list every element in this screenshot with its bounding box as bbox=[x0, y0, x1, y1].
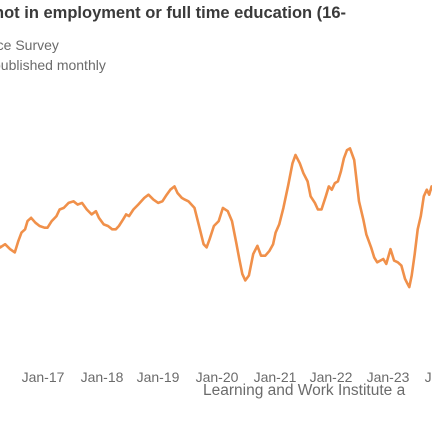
chart-source-note: Learning and Work Institute a bbox=[203, 382, 406, 399]
x-axis-tick-labels: 6Jan-17Jan-18Jan-19Jan-20Jan-21Jan-22Jan… bbox=[0, 369, 432, 385]
x-tick-label: Jan-17 bbox=[22, 369, 65, 385]
series-line bbox=[0, 147, 432, 289]
chart-subtitle-line-2: published monthly bbox=[0, 57, 106, 73]
chart-title: not in employment or full time education… bbox=[0, 4, 347, 22]
x-tick-label: Jan-21 bbox=[254, 369, 297, 385]
x-tick-label: Jan-23 bbox=[367, 369, 410, 385]
x-tick-label: Jan-18 bbox=[81, 369, 124, 385]
x-tick-label: Ja bbox=[425, 369, 432, 385]
x-tick-label: Jan-20 bbox=[196, 369, 239, 385]
chart-subtitle-line-1: rce Survey bbox=[0, 37, 59, 53]
x-tick-label: Jan-22 bbox=[310, 369, 353, 385]
x-tick-label: Jan-19 bbox=[137, 369, 180, 385]
